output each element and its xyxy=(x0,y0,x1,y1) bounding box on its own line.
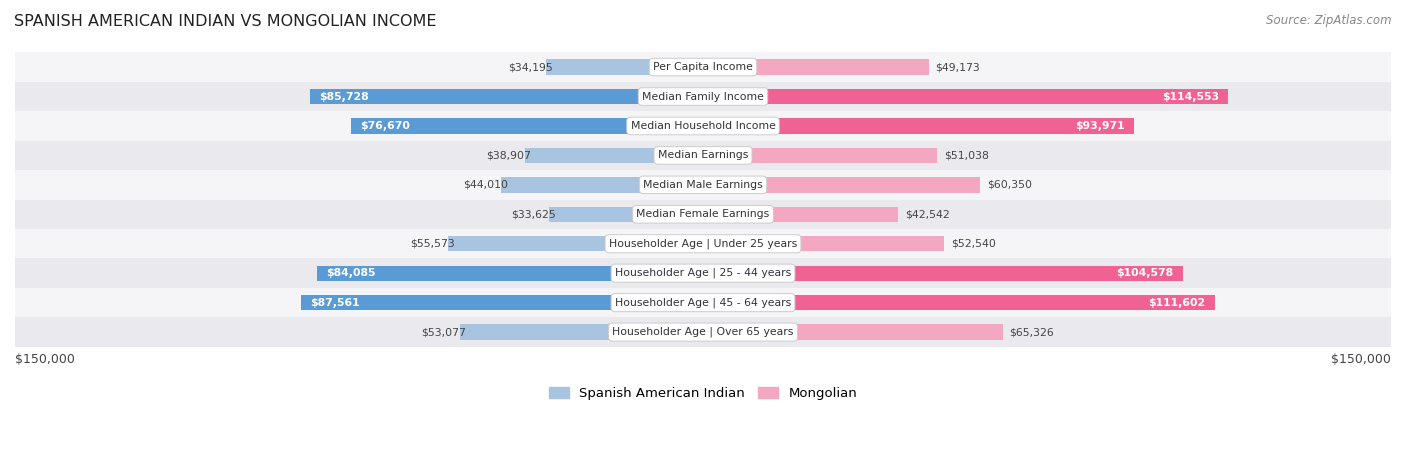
Bar xyxy=(703,206,898,222)
Legend: Spanish American Indian, Mongolian: Spanish American Indian, Mongolian xyxy=(544,382,862,405)
Bar xyxy=(15,199,1391,229)
Bar xyxy=(703,118,1135,134)
Bar xyxy=(703,148,936,163)
Bar xyxy=(703,177,980,192)
Text: $42,542: $42,542 xyxy=(905,209,950,219)
Bar xyxy=(546,59,703,75)
Bar xyxy=(703,266,1182,281)
Text: Median Male Earnings: Median Male Earnings xyxy=(643,180,763,190)
Text: $49,173: $49,173 xyxy=(935,62,980,72)
Bar xyxy=(15,82,1391,111)
Text: $104,578: $104,578 xyxy=(1116,268,1174,278)
Text: $150,000: $150,000 xyxy=(15,353,75,366)
Text: Householder Age | Under 25 years: Householder Age | Under 25 years xyxy=(609,239,797,249)
Text: Householder Age | Over 65 years: Householder Age | Over 65 years xyxy=(612,327,794,337)
Bar xyxy=(15,288,1391,318)
Text: $51,038: $51,038 xyxy=(943,150,988,160)
Text: $150,000: $150,000 xyxy=(1331,353,1391,366)
Text: Median Family Income: Median Family Income xyxy=(643,92,763,101)
Text: Median Earnings: Median Earnings xyxy=(658,150,748,160)
Text: $33,625: $33,625 xyxy=(510,209,555,219)
Bar xyxy=(15,318,1391,347)
Text: $38,907: $38,907 xyxy=(486,150,531,160)
Text: Median Household Income: Median Household Income xyxy=(630,121,776,131)
Bar xyxy=(309,89,703,104)
Text: $55,573: $55,573 xyxy=(411,239,456,249)
Text: Householder Age | 45 - 64 years: Householder Age | 45 - 64 years xyxy=(614,297,792,308)
Bar xyxy=(15,52,1391,82)
Text: $34,195: $34,195 xyxy=(509,62,553,72)
Bar xyxy=(548,206,703,222)
Bar xyxy=(15,141,1391,170)
Bar xyxy=(501,177,703,192)
Text: $93,971: $93,971 xyxy=(1076,121,1125,131)
Text: Source: ZipAtlas.com: Source: ZipAtlas.com xyxy=(1267,14,1392,27)
Text: $84,085: $84,085 xyxy=(326,268,375,278)
Text: $52,540: $52,540 xyxy=(950,239,995,249)
Bar xyxy=(524,148,703,163)
Text: Median Female Earnings: Median Female Earnings xyxy=(637,209,769,219)
Text: $85,728: $85,728 xyxy=(319,92,368,101)
Bar xyxy=(15,229,1391,258)
Bar xyxy=(318,266,703,281)
Bar xyxy=(703,59,928,75)
Bar xyxy=(703,325,1002,340)
Text: $65,326: $65,326 xyxy=(1010,327,1054,337)
Bar xyxy=(460,325,703,340)
Bar xyxy=(703,295,1215,310)
Text: $87,561: $87,561 xyxy=(311,297,360,308)
Text: $53,077: $53,077 xyxy=(422,327,467,337)
Bar xyxy=(15,170,1391,199)
Text: $114,553: $114,553 xyxy=(1163,92,1219,101)
Bar xyxy=(301,295,703,310)
Text: Householder Age | 25 - 44 years: Householder Age | 25 - 44 years xyxy=(614,268,792,278)
Text: $60,350: $60,350 xyxy=(987,180,1032,190)
Text: $111,602: $111,602 xyxy=(1149,297,1206,308)
Bar xyxy=(352,118,703,134)
Bar xyxy=(449,236,703,251)
Text: $44,010: $44,010 xyxy=(463,180,508,190)
Text: SPANISH AMERICAN INDIAN VS MONGOLIAN INCOME: SPANISH AMERICAN INDIAN VS MONGOLIAN INC… xyxy=(14,14,436,29)
Bar xyxy=(15,258,1391,288)
Bar xyxy=(703,236,943,251)
Text: $76,670: $76,670 xyxy=(360,121,411,131)
Bar xyxy=(15,111,1391,141)
Text: Per Capita Income: Per Capita Income xyxy=(652,62,754,72)
Bar xyxy=(703,89,1229,104)
